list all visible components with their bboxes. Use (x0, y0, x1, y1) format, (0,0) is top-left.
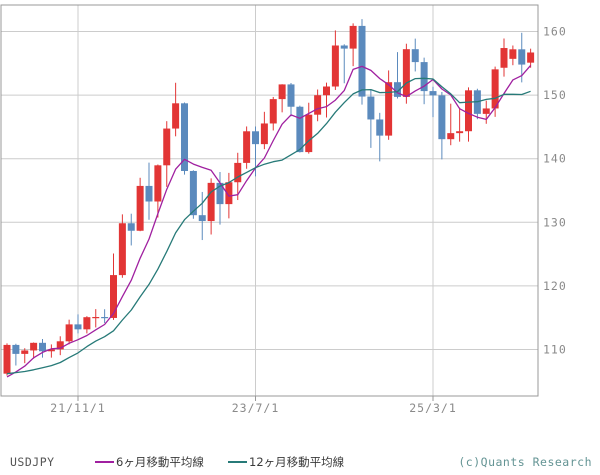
candle-body-up (305, 114, 313, 153)
candle-body-up (207, 182, 215, 222)
candle-body-down (127, 223, 135, 231)
candle-body-down (287, 84, 295, 107)
candle-body-up (56, 341, 64, 350)
candle-body-down (411, 49, 419, 63)
legend-row: USDJPY 6ヶ月移動平均線 12ヶ月移動平均線 (c)Quants Rese… (0, 452, 600, 472)
candle-body-up (47, 349, 55, 352)
candle-body-up (3, 344, 11, 374)
candle-body-up (243, 131, 251, 163)
candlestick-chart: 160 150 140 130 120 110 21/11/1 23/7/1 25/3/1 (0, 4, 567, 415)
ma6-line (6, 64, 532, 378)
ma12-line (6, 77, 531, 375)
candle-body-down (367, 96, 375, 120)
candle-body-up (349, 25, 357, 49)
candle-body-up (154, 165, 162, 202)
candle-body-down (101, 317, 109, 319)
candle-body-down (252, 131, 259, 145)
candle-body-down (181, 103, 188, 171)
candle-body-up (456, 131, 464, 134)
candle-body-up (465, 90, 472, 132)
candle-body-up (110, 275, 117, 318)
y-axis-label: 110 (543, 343, 567, 357)
candle-body-down (340, 45, 348, 49)
ma12-legend-label: 12ヶ月移動平均線 (249, 455, 345, 469)
candle-body-up (278, 84, 286, 100)
candle-body-down (420, 62, 428, 92)
candle-body-up (83, 317, 91, 330)
candle-body-up (269, 99, 277, 124)
candle-body-up (136, 185, 144, 231)
candle-body-up (500, 48, 508, 68)
ma6-legend-label: 6ヶ月移動平均線 (116, 455, 204, 469)
candle-body-up (385, 82, 393, 136)
copyright-watermark: (c)Quants Research (458, 455, 592, 469)
candle-body-up (402, 49, 410, 97)
x-axis-label: 25/3/1 (409, 401, 457, 415)
candle-body-down (39, 342, 46, 352)
candle-body-down (518, 49, 526, 65)
y-axis-label: 140 (543, 152, 567, 166)
candle-body-up (65, 324, 73, 342)
candle-body-up (527, 52, 535, 63)
ma12-line-swatch (228, 461, 247, 463)
candle-body-up (225, 182, 233, 205)
candle-body-down (429, 91, 437, 96)
candle-body-up (260, 123, 268, 145)
candle-body-up (491, 69, 499, 109)
symbol-label: USDJPY (10, 455, 55, 469)
candle-body-up (323, 86, 330, 96)
x-axis-label: 23/7/1 (232, 401, 280, 415)
candle-body-up (92, 317, 100, 319)
ma6-line-swatch (95, 461, 114, 463)
candle-body-up (331, 45, 339, 87)
plot-border (0, 4, 539, 397)
candle-body-down (74, 324, 82, 330)
candle-body-up (30, 342, 38, 351)
candle-body-up (21, 350, 29, 354)
candle-body-up (314, 95, 322, 115)
candle-body-down (189, 170, 197, 216)
candle-body-up (482, 108, 490, 114)
candle-body-down (438, 95, 446, 140)
x-axis-label: 21/11/1 (50, 401, 105, 415)
candle-body-down (12, 344, 20, 354)
candle-body-down (216, 182, 224, 205)
y-axis-label: 120 (543, 279, 567, 293)
candle-body-up (447, 133, 455, 140)
candle-body-down (296, 106, 304, 153)
y-axis-label: 160 (543, 25, 567, 39)
y-axis-label: 150 (543, 88, 567, 102)
candle-body-down (376, 119, 384, 136)
y-axis-label: 130 (543, 215, 567, 229)
candle-body-up (118, 223, 126, 276)
candle-body-down (145, 185, 153, 202)
candle-body-up (163, 128, 171, 166)
candle-body-up (234, 162, 242, 183)
candle-body-down (394, 82, 401, 97)
candle-body-down (198, 215, 206, 222)
candle-body-down (358, 25, 366, 97)
candle-body-up (509, 49, 517, 59)
candle-body-up (172, 103, 180, 129)
